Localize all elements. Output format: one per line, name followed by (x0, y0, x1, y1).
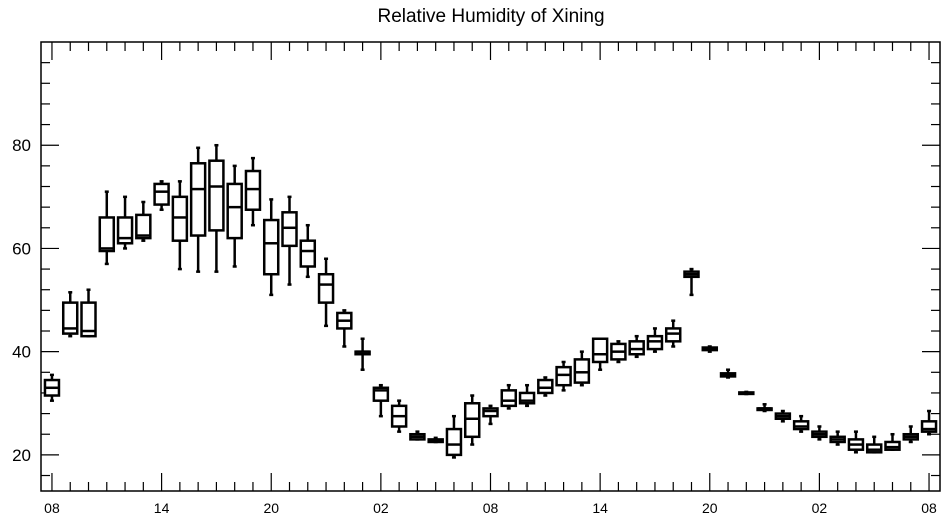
box-39 (756, 403, 773, 413)
box-21 (427, 436, 444, 444)
box-iqr (80, 301, 97, 338)
box-42 (811, 425, 828, 441)
box-14 (299, 223, 317, 279)
box-13 (281, 195, 298, 286)
box-iqr (244, 169, 262, 211)
box-iqr (482, 407, 499, 418)
box-iqr (463, 402, 481, 439)
box-48 (920, 409, 938, 436)
box-iqr (555, 365, 572, 387)
box-36 (701, 345, 719, 353)
box-10 (226, 164, 243, 268)
box-iqr (792, 420, 810, 431)
box-34 (664, 319, 682, 348)
y-tick-label: 80 (12, 136, 31, 155)
box-6 (153, 180, 170, 211)
box-37 (719, 368, 737, 379)
box-iqr (317, 272, 335, 304)
box-11 (244, 156, 262, 227)
box-12 (262, 198, 280, 297)
box-iqr (518, 391, 536, 405)
box-27 (537, 376, 554, 397)
box-iqr (226, 182, 243, 240)
y-tick-label: 40 (12, 343, 31, 362)
box-iqr (299, 239, 317, 268)
box-iqr (537, 378, 554, 395)
box-35 (683, 267, 700, 297)
box-iqr (628, 340, 645, 356)
box-44 (847, 430, 865, 454)
box-iqr (98, 216, 116, 253)
box-28 (555, 360, 572, 392)
box-iqr (646, 334, 664, 351)
box-8 (189, 146, 207, 273)
box-18 (372, 383, 390, 418)
box-1 (61, 291, 79, 338)
box-iqr (262, 218, 280, 276)
x-tick-label: 02 (812, 500, 828, 516)
x-tick-label: 20 (263, 500, 279, 516)
box-29 (573, 350, 591, 387)
box-15 (317, 257, 335, 328)
box-30 (591, 337, 609, 371)
x-tick-label: 20 (702, 500, 718, 516)
box-iqr (500, 389, 518, 408)
box-33 (646, 327, 664, 353)
box-26 (518, 383, 536, 408)
box-5 (135, 200, 152, 242)
box-9 (208, 143, 225, 273)
box-31 (610, 340, 627, 364)
box-41 (792, 414, 810, 433)
box-17 (354, 337, 371, 371)
box-iqr (884, 440, 901, 451)
box-24 (482, 404, 499, 426)
box-47 (902, 425, 920, 444)
box-iqr (445, 427, 463, 457)
box-45 (865, 435, 883, 454)
x-tick-label: 02 (373, 500, 389, 516)
x-tick-label: 08 (483, 500, 499, 516)
box-iqr (135, 213, 152, 240)
y-axis: 20 40 60 80 (12, 62, 940, 477)
x-axis: 08 14 20 02 08 14 20 02 08 (44, 42, 937, 516)
box-32 (628, 334, 645, 359)
box-16 (336, 309, 353, 348)
box-iqr (61, 301, 79, 335)
box-46 (884, 432, 901, 451)
chart-title: Relative Humidity of Xining (377, 6, 604, 27)
box-25 (500, 383, 518, 410)
box-iqr (573, 358, 591, 384)
box-iqr (281, 211, 298, 248)
box-series (43, 143, 938, 459)
box-23 (463, 394, 481, 446)
box-20 (409, 430, 426, 441)
box-4 (116, 195, 134, 250)
box-43 (829, 430, 846, 446)
box-19 (390, 399, 408, 433)
box-40 (774, 409, 792, 423)
box-iqr (865, 443, 883, 454)
box-iqr (208, 159, 225, 232)
x-tick-label: 08 (44, 500, 60, 516)
box-iqr (189, 162, 207, 237)
y-tick-label: 20 (12, 446, 31, 465)
box-iqr (920, 420, 938, 433)
x-tick-label: 08 (921, 500, 937, 516)
box-0 (43, 373, 61, 402)
box-iqr (116, 216, 134, 245)
y-tick-label: 60 (12, 239, 31, 258)
box-22 (445, 414, 463, 459)
box-iqr (591, 337, 609, 364)
box-7 (171, 180, 189, 271)
x-tick-label: 14 (592, 500, 608, 516)
box-iqr (664, 327, 682, 343)
box-2 (80, 288, 97, 338)
box-38 (738, 390, 755, 396)
box-iqr (153, 182, 170, 206)
box-3 (98, 190, 116, 266)
box-iqr (171, 195, 189, 242)
x-tick-label: 14 (154, 500, 170, 516)
